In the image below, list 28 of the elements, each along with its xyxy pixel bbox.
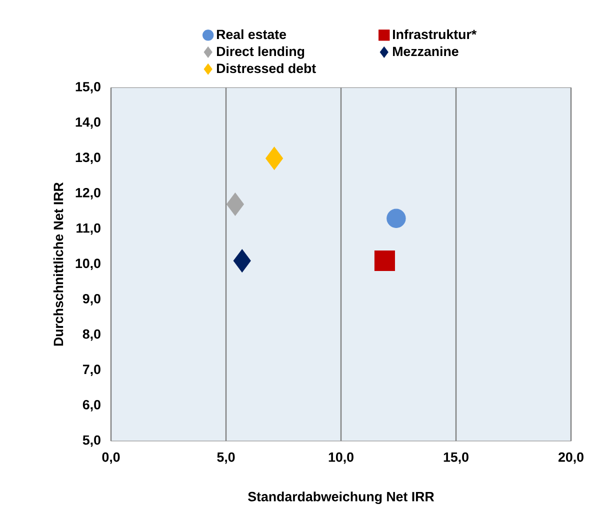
y-axis-title: Durchschnittliche Net IRR <box>53 182 64 346</box>
y-tick-label: 10,0 <box>76 258 100 270</box>
x-tick-label: 20,0 <box>558 452 584 464</box>
x-tick-label: 0,0 <box>102 452 120 464</box>
y-tick-label: 8,0 <box>82 329 100 341</box>
y-tick-label: 5,0 <box>82 435 100 447</box>
y-tick-label: 13,0 <box>76 152 100 164</box>
legend-label: Real estate <box>216 29 286 40</box>
point <box>233 249 251 272</box>
y-tick-label: 11,0 <box>76 223 100 235</box>
point <box>226 192 244 216</box>
y-tick-label: 14,0 <box>76 117 100 129</box>
x-tick-label: 15,0 <box>444 452 468 464</box>
legend-label: Infrastruktur* <box>393 29 477 40</box>
y-tick-label: 15,0 <box>76 82 100 94</box>
y-tick-label: 9,0 <box>82 294 100 306</box>
y-tick-label: 7,0 <box>82 364 100 376</box>
legend-label: Mezzanine <box>393 46 458 56</box>
point <box>386 208 406 228</box>
point <box>266 146 284 170</box>
y-tick-label: 12,0 <box>76 188 100 200</box>
x-tick-label: 5,0 <box>217 452 235 464</box>
point <box>374 250 395 272</box>
legend-label: Direct lending <box>216 46 304 59</box>
x-tick-label: 10,0 <box>328 452 354 464</box>
y-tick-label: 6,0 <box>82 400 100 412</box>
x-axis-title: Standardabweichung Net IRR <box>248 492 434 504</box>
legend-label: Distressed debt <box>216 63 316 74</box>
